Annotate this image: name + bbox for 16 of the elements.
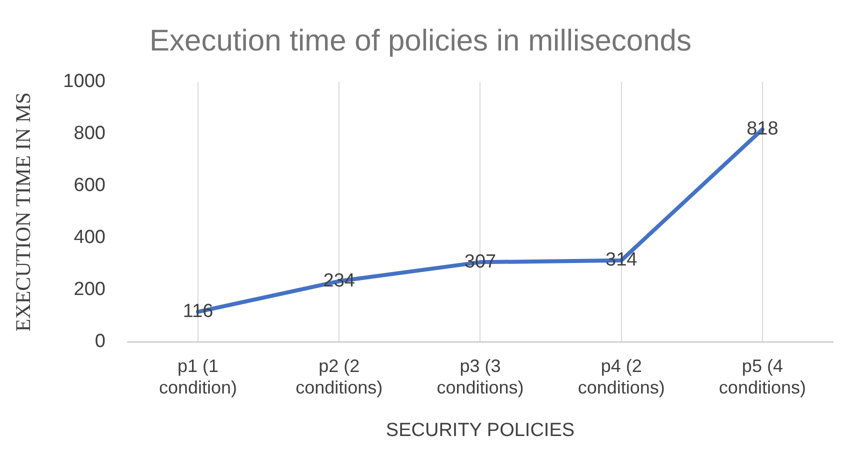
y-tick-label: 1000: [63, 71, 106, 92]
y-tick-label: 800: [74, 123, 106, 144]
y-tick-label: 200: [74, 279, 106, 300]
data-label: 818: [746, 118, 778, 140]
data-label: 116: [182, 301, 214, 322]
y-axis-title: EXECUTION TIME IN MS: [11, 92, 36, 332]
y-tick-label: 0: [94, 331, 106, 352]
x-tick-label: p4 (2 conditions): [578, 356, 665, 398]
x-tick-label: p5 (4 conditions): [718, 356, 806, 398]
x-tick-label: p1 (1 condition): [158, 356, 238, 398]
y-tick-label: 600: [74, 175, 106, 196]
chart-title: Execution time of policies in milliseconds: [150, 24, 692, 58]
x-tick-label: p3 (3 conditions): [436, 356, 524, 398]
x-axis-title: SECURITY POLICIES: [386, 420, 575, 441]
x-tick-label: p2 (2 conditions): [296, 356, 383, 398]
y-tick-label: 400: [74, 227, 106, 248]
